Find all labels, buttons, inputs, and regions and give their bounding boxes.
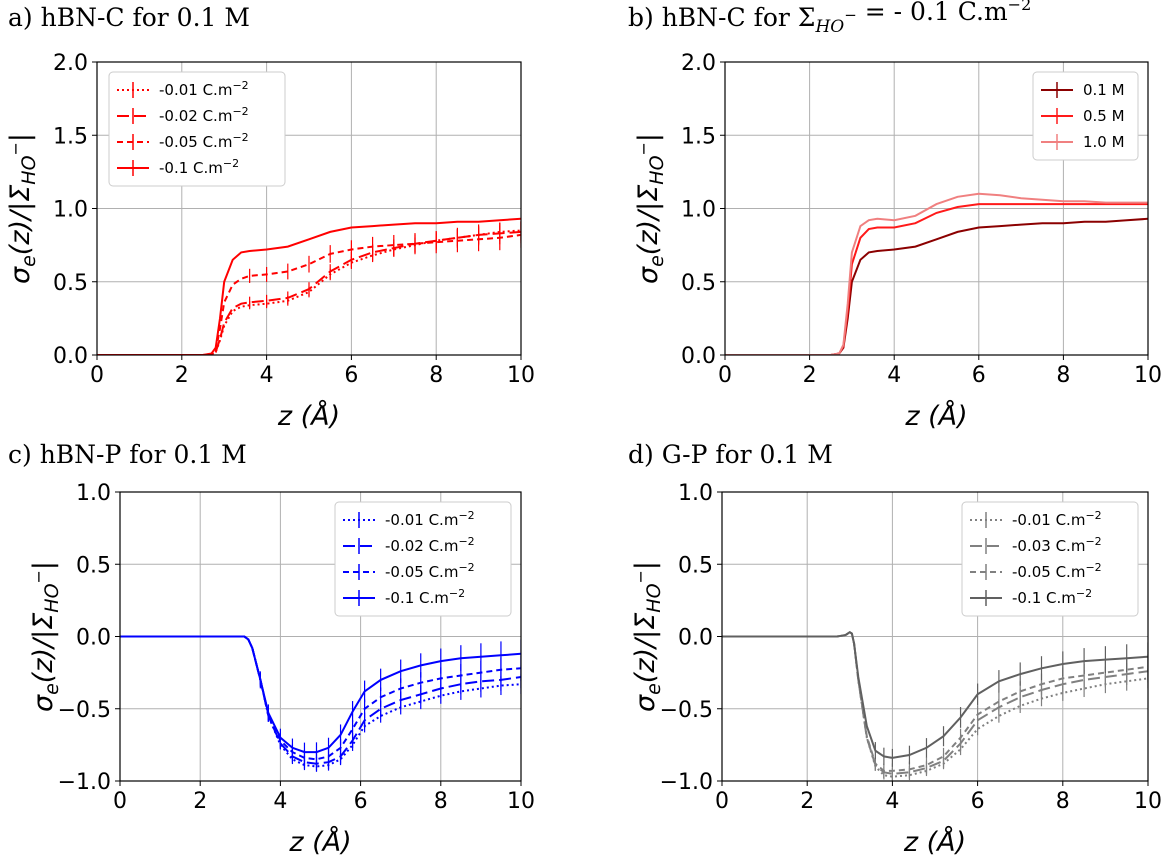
legend-label: -0.02 C.m−2	[159, 105, 249, 125]
x-tick-label: 10	[1134, 363, 1162, 388]
y-tick-label: −0.5	[660, 698, 713, 723]
y-tick-label: −1.0	[660, 770, 713, 795]
x-tick-label: 2	[193, 789, 207, 814]
legend: 0.1 M 0.5 M 1.0 M	[1032, 71, 1139, 161]
y-tick-label: 1.0	[678, 481, 713, 506]
legend-label: -0.01 C.m−2	[385, 509, 475, 529]
panel-title: a) hBN-C for 0.1 M	[8, 3, 250, 32]
series-line	[97, 217, 521, 355]
plot-frame	[724, 61, 1149, 356]
legend: -0.01 C.m−2 -0.02 C.m−2 -0.05 C.m−2 -0.1 C.…	[108, 71, 286, 187]
y-tick-label: 1.5	[681, 124, 716, 149]
y-tick-label: 1.0	[53, 198, 88, 223]
x-tick-label: 8	[429, 363, 443, 388]
legend-box	[334, 501, 512, 617]
x-tick-label: 6	[354, 789, 368, 814]
y-tick-label: 0.0	[678, 626, 713, 651]
legend-box	[108, 71, 286, 187]
plot-frame	[721, 491, 1149, 782]
x-tick-label: 2	[800, 789, 814, 814]
y-tick-label: 0.5	[76, 553, 111, 578]
x-tick-label: 6	[971, 789, 985, 814]
legend-label: -0.03 C.m−2	[1012, 535, 1102, 555]
y-tick-label: 2.0	[681, 51, 716, 76]
panel-title: c) hBN-P for 0.1 M	[8, 440, 247, 469]
plot-frame	[96, 61, 522, 356]
x-tick-label: 6	[344, 363, 358, 388]
series-line	[725, 192, 1148, 355]
x-tick-label: 2	[175, 363, 189, 388]
y-tick-label: 2.0	[53, 51, 88, 76]
panel-d: d) G-P for 0.1 M 0 2 4 6 8 10 −1.0 −0.5 0.0 0.5 1.0…	[628, 440, 1162, 858]
panel-c: c) hBN-P for 0.1 M 0 2 4 6 8 10 −1.0 −0.5 0.0 0.5 1…	[8, 440, 535, 858]
legend-label: 0.5 M	[1083, 107, 1125, 125]
series-line	[725, 203, 1148, 355]
legend-label: -0.1 C.m−2	[159, 157, 239, 177]
y-axis-label: σe(z)/|ΣHO−|	[5, 133, 40, 284]
x-tick-label: 4	[885, 789, 899, 814]
x-tick-label: 0	[90, 363, 104, 388]
plot-frame	[119, 491, 522, 782]
panel-a: a) hBN-C for 0.1 M 0 2 4 6 8 10 0.0 0.5 1.0 1.5 2.0…	[5, 3, 535, 432]
legend-box	[1032, 71, 1139, 161]
x-tick-label: 10	[507, 363, 535, 388]
x-axis-label: z (Å)	[277, 400, 340, 432]
panel-title: d) G-P for 0.1 M	[628, 440, 833, 469]
x-tick-label: 10	[1134, 789, 1162, 814]
series-group	[97, 217, 521, 355]
legend-label: -0.1 C.m−2	[1012, 587, 1092, 607]
series-line	[725, 217, 1148, 355]
y-axis-label: σe(z)/|ΣHO−|	[633, 133, 668, 284]
y-axis-label: σe(z)/|ΣHO−|	[28, 561, 63, 712]
panel-b: b) hBN-C for ΣHO− = - 0.1 C.m−2 0 2 4 6 8 10 0.…	[628, 0, 1162, 432]
legend-label: -0.05 C.m−2	[159, 131, 249, 151]
y-tick-label: 1.0	[76, 481, 111, 506]
series-group	[725, 192, 1148, 355]
legend-label: -0.01 C.m−2	[159, 79, 249, 99]
x-axis-label: z (Å)	[903, 826, 966, 858]
x-tick-label: 0	[715, 789, 729, 814]
y-tick-label: 1.5	[53, 124, 88, 149]
x-tick-label: 0	[113, 789, 127, 814]
x-axis-label: z (Å)	[904, 400, 967, 432]
legend: -0.01 C.m−2 -0.03 C.m−2 -0.05 C.m−2 -0.1 C.…	[961, 501, 1139, 617]
legend-label: -0.02 C.m−2	[385, 535, 475, 555]
x-tick-label: 0	[718, 363, 732, 388]
y-tick-label: 0.5	[681, 271, 716, 296]
x-tick-label: 4	[273, 789, 287, 814]
legend-box	[961, 501, 1139, 617]
y-tick-label: 0.0	[681, 344, 716, 369]
legend: -0.01 C.m−2 -0.02 C.m−2 -0.05 C.m−2 -0.1 C.…	[334, 501, 512, 617]
x-tick-label: 10	[507, 789, 535, 814]
legend-label: -0.05 C.m−2	[1012, 561, 1102, 581]
x-tick-label: 2	[803, 363, 817, 388]
y-tick-label: 1.0	[681, 198, 716, 223]
series-group	[722, 630, 1148, 781]
x-tick-label: 4	[260, 363, 274, 388]
y-tick-label: 0.5	[53, 271, 88, 296]
x-tick-label: 8	[1056, 363, 1070, 388]
y-tick-label: −1.0	[58, 770, 111, 795]
x-tick-label: 4	[887, 363, 901, 388]
y-tick-label: 0.5	[678, 553, 713, 578]
legend-label: -0.05 C.m−2	[385, 561, 475, 581]
legend-label: -0.01 C.m−2	[1012, 509, 1102, 529]
legend-label: 1.0 M	[1083, 133, 1125, 151]
series-group	[120, 635, 521, 772]
y-tick-label: 0.0	[76, 626, 111, 651]
x-tick-label: 6	[972, 363, 986, 388]
panel-title: b) hBN-C for ΣHO− = - 0.1 C.m−2	[628, 0, 1031, 37]
legend-label: 0.1 M	[1083, 81, 1125, 99]
y-tick-label: −0.5	[58, 698, 111, 723]
y-axis-label: σe(z)/|ΣHO−|	[630, 561, 665, 712]
series-line	[97, 230, 521, 355]
x-tick-label: 8	[434, 789, 448, 814]
x-tick-label: 8	[1056, 789, 1070, 814]
legend-label: -0.1 C.m−2	[385, 587, 465, 607]
x-axis-label: z (Å)	[288, 826, 351, 858]
y-tick-label: 0.0	[53, 344, 88, 369]
series-line	[722, 630, 1148, 759]
